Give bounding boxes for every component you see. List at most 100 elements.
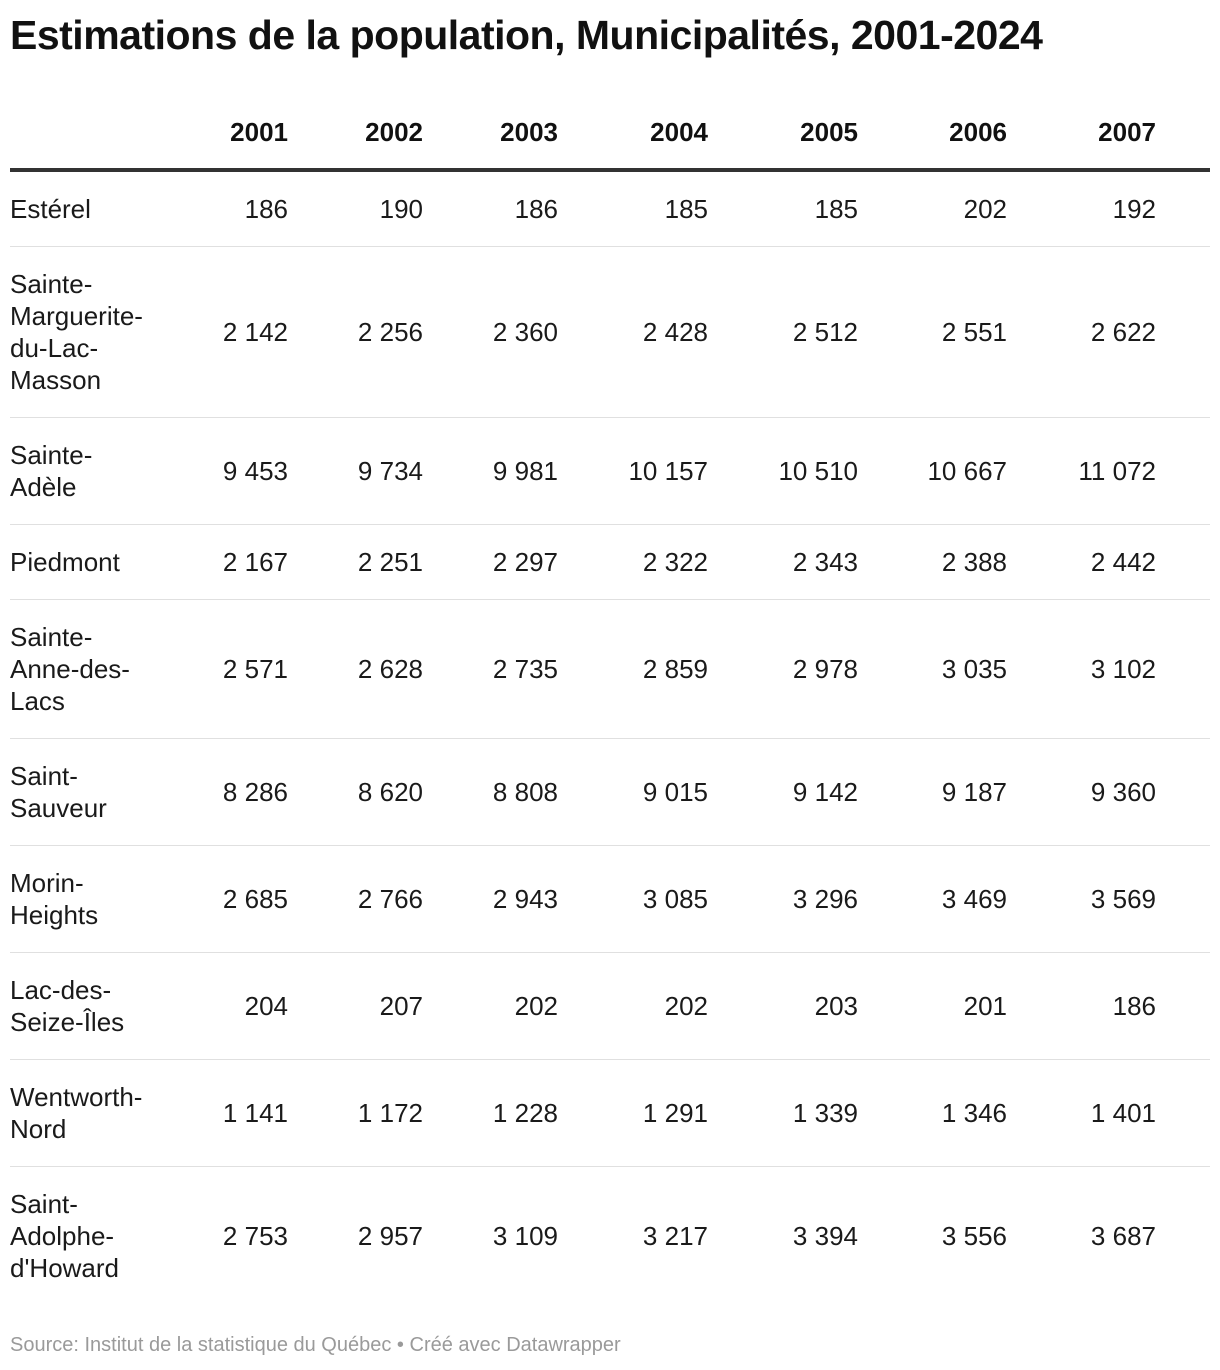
population-cell: 3 687: [1090, 1221, 1156, 1251]
population-cell: 2 685: [158, 845, 288, 953]
table-row: Lac-des-Seize-Îles 204 207 202 202 203 201 186: [10, 952, 1210, 1060]
population-cell: 3 394: [792, 1221, 858, 1251]
population-cell: 3 469: [858, 845, 1007, 953]
population-cell: 3 102: [1007, 599, 1156, 739]
table-body: Estérel 186 190 186 185 185 202 192 Sainte-Margu…: [10, 170, 1210, 1305]
population-cell: 3 035: [858, 599, 1007, 739]
row-spacer: [1156, 599, 1210, 739]
population-cell: 1 346: [858, 1059, 1007, 1167]
column-header-municipality: [10, 96, 158, 172]
population-cell: 2 251: [288, 524, 423, 600]
population-cell: 201: [858, 952, 1007, 1060]
population-cell: 185: [558, 170, 708, 247]
municipality-name: Sainte-Anne-des-Lacs: [10, 599, 158, 739]
row-spacer: [1156, 417, 1210, 525]
table-row: Wentworth-Nord 1 141 1 172 1 228 1 291 1 339 1…: [10, 1059, 1210, 1167]
row-spacer: [1156, 1059, 1210, 1167]
population-cell: 9 187: [858, 738, 1007, 846]
population-cell: 2 735: [423, 599, 558, 739]
population-cell: 10 510: [708, 417, 858, 525]
population-cell: 9 981: [423, 417, 558, 525]
population-cell: 2 753: [222, 1221, 288, 1251]
table-row: Saint-Adolphe-d'Howard 2 753 2 957 3 109 3 2…: [10, 1167, 1210, 1306]
population-cell: 192: [1007, 170, 1156, 247]
population-cell: 2 142: [158, 246, 288, 418]
population-cell: 3 569: [1007, 845, 1156, 953]
column-header-year: 2004: [558, 96, 708, 172]
row-spacer: [1156, 170, 1210, 247]
population-cell: 1 228: [423, 1059, 558, 1167]
population-cell: 3 085: [558, 845, 708, 953]
population-cell: 9 360: [1007, 738, 1156, 846]
municipality-name: Morin-Heights: [10, 845, 158, 953]
population-cell: 9 015: [558, 738, 708, 846]
credit-text: Créé avec Datawrapper: [409, 1334, 621, 1356]
row-spacer: [1156, 952, 1210, 1060]
population-cell: 3 109: [492, 1221, 558, 1251]
municipality-name: Estérel: [10, 170, 158, 247]
population-cell: 2 442: [1007, 524, 1156, 600]
column-header-year: 2007: [1007, 96, 1156, 172]
chart-title: Estimations de la population, Municipali…: [10, 12, 1043, 58]
population-cell: 1 291: [558, 1059, 708, 1167]
municipality-name: Piedmont: [10, 524, 158, 600]
municipality-name: Saint-Adolphe-d'Howard: [10, 1189, 120, 1283]
table-row: Piedmont 2 167 2 251 2 297 2 322 2 343 2 388 2 …: [10, 524, 1210, 600]
population-cell: 190: [288, 170, 423, 247]
column-header-year: 2003: [423, 96, 558, 172]
population-cell: 203: [708, 952, 858, 1060]
population-cell: 2 571: [158, 599, 288, 739]
table-row: Sainte-Marguerite-du-Lac-Masson 2 142 2 25…: [10, 246, 1210, 418]
population-cell: 2 766: [288, 845, 423, 953]
table-header-row: 2001 2002 2003 2004 2005 2006 2007: [10, 96, 1210, 172]
footer-separator: •: [396, 1334, 404, 1356]
table-row: Estérel 186 190 186 185 185 202 192: [10, 170, 1210, 247]
column-header-year: 2001: [158, 96, 288, 172]
chart-footer: Source: Institut de la statistique du Qu…: [10, 1334, 621, 1357]
population-cell: 2 322: [558, 524, 708, 600]
population-cell: 2 551: [858, 246, 1007, 418]
population-cell: 2 622: [1007, 246, 1156, 418]
municipality-name: Wentworth-Nord: [10, 1059, 158, 1167]
population-cell: 2 943: [423, 845, 558, 953]
population-cell: 2 859: [558, 599, 708, 739]
population-cell: 2 428: [558, 246, 708, 418]
population-table: 2001 2002 2003 2004 2005 2006 2007 Estér…: [10, 96, 1210, 1305]
population-cell: 202: [423, 952, 558, 1060]
population-cell: 2 167: [158, 524, 288, 600]
population-cell: 9 142: [708, 738, 858, 846]
municipality-name: Sainte-Adèle: [10, 417, 158, 525]
population-cell: 8 808: [423, 738, 558, 846]
population-cell: 2 978: [708, 599, 858, 739]
table-row: Sainte-Adèle 9 453 9 734 9 981 10 157 10 510 1…: [10, 417, 1210, 525]
population-cell: 1 172: [288, 1059, 423, 1167]
column-header-year: 2002: [288, 96, 423, 172]
row-spacer: [1156, 524, 1210, 600]
source-label: Source:: [10, 1334, 79, 1356]
table-row: Sainte-Anne-des-Lacs 2 571 2 628 2 735 2 859…: [10, 599, 1210, 739]
municipality-name: Sainte-Marguerite-du-Lac-Masson: [10, 246, 158, 418]
municipality-name: Saint-Sauveur: [10, 738, 158, 846]
table-row: Saint-Sauveur 8 286 8 620 8 808 9 015 9 142 9 …: [10, 738, 1210, 846]
population-cell: 207: [288, 952, 423, 1060]
population-cell: 2 957: [357, 1221, 423, 1251]
population-cell: 186: [1007, 952, 1156, 1060]
population-cell: 1 401: [1007, 1059, 1156, 1167]
population-cell: 202: [558, 952, 708, 1060]
column-header-year: 2006: [858, 96, 1007, 172]
population-cell: 8 286: [158, 738, 288, 846]
population-cell: 1 339: [708, 1059, 858, 1167]
row-spacer: [1156, 246, 1210, 418]
population-cell: 10 667: [858, 417, 1007, 525]
population-cell: 2 512: [708, 246, 858, 418]
population-cell: 2 256: [288, 246, 423, 418]
population-cell: 202: [858, 170, 1007, 247]
population-cell: 8 620: [288, 738, 423, 846]
population-cell: 186: [158, 170, 288, 247]
row-spacer: [1156, 845, 1210, 953]
row-spacer: [1156, 1167, 1210, 1306]
population-cell: 1 141: [158, 1059, 288, 1167]
population-cell: 2 360: [423, 246, 558, 418]
row-spacer: [1156, 738, 1210, 846]
source-name: Institut de la statistique du Québec: [84, 1334, 392, 1356]
